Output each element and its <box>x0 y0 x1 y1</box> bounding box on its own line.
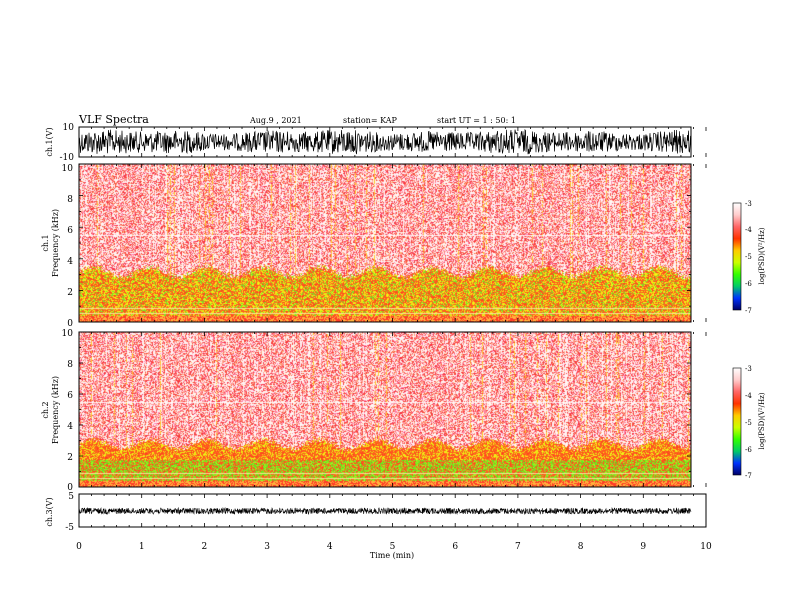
spectrogram-ch2-channel-label: ch.2 <box>41 401 50 418</box>
figure-title: VLF Spectra <box>78 113 149 126</box>
waveform-ch3-ylabel: ch.3(V) <box>45 497 54 526</box>
waveform-ch3-panel: 5 -5 ch.3(V) <box>45 492 707 533</box>
axis-tick-marks <box>78 127 707 527</box>
colorbar-ch2-tick-m6: -6 <box>745 446 752 454</box>
spectrogram-ch2-panel: 10 8 6 4 2 0 ch.2 Frequency (kHz) <box>41 329 692 493</box>
colorbar-ch1-tick-m7: -7 <box>745 307 752 315</box>
header-date: Aug.9 , 2021 <box>249 116 302 125</box>
x-tick-1: 1 <box>139 542 145 552</box>
colorbar-ch1-gradient <box>732 202 742 311</box>
spectrogram-ch2-ytick-10: 10 <box>62 329 74 339</box>
waveform-ch1-panel: 10 -10 ch.1(V) <box>45 123 692 163</box>
waveform-ch1-ylabel: ch.1(V) <box>45 127 54 156</box>
colorbar-ch2-tick-m5: -5 <box>745 419 752 427</box>
colorbar-ch2-gradient <box>732 367 742 476</box>
spectrogram-ch2-image <box>79 332 691 487</box>
header-station: station= KAP <box>343 116 398 125</box>
x-tick-5: 5 <box>390 542 396 552</box>
spectrogram-ch2-ytick-6: 6 <box>67 391 73 401</box>
waveform-ch3-ytick-bottom: -5 <box>65 523 74 533</box>
colorbar-ch2-tick-m4: -4 <box>745 392 752 400</box>
waveform-ch1-ytick-bottom: -10 <box>60 153 75 163</box>
spectrogram-ch2-ylabel: Frequency (kHz) <box>51 376 60 444</box>
spectrogram-ch1-ylabel: Frequency (kHz) <box>51 209 60 277</box>
spectrogram-ch1-panel: 10 8 6 4 2 0 ch.1 Frequency (kHz) <box>41 163 692 329</box>
colorbar-ch1-label: log(PSD)(V²/Hz) <box>758 227 766 284</box>
colorbar-ch2-label: log(PSD)(V²/Hz) <box>758 392 766 449</box>
spectrogram-ch1-ytick-2: 2 <box>67 288 73 298</box>
waveform-ch1-ytick-top: 10 <box>63 123 75 133</box>
colorbar-ch2-tick-m7: -7 <box>745 472 752 480</box>
x-tick-7: 7 <box>515 542 521 552</box>
colorbar-ch1-tick-m3: -3 <box>745 200 752 208</box>
x-axis-label: Time (min) <box>370 551 414 560</box>
header-start-time: start UT = 1 : 50: 1 <box>437 116 516 125</box>
spectrogram-ch2-yticks: 10 8 6 4 2 0 <box>62 329 74 493</box>
spectrogram-ch2-ytick-0: 0 <box>67 483 73 493</box>
spectrogram-ch1-ytick-4: 4 <box>67 257 73 267</box>
waveform-ch1-frame <box>78 126 692 158</box>
x-tick-0: 0 <box>76 542 82 552</box>
spectrogram-ch1-image <box>79 164 691 322</box>
colorbar-ch1-tick-m5: -5 <box>745 253 752 261</box>
spectrogram-ch1-yticks: 10 8 6 4 2 0 <box>62 164 74 329</box>
spectrogram-ch2-ytick-8: 8 <box>67 360 73 370</box>
colorbar-ch2-tick-m3: -3 <box>745 365 752 373</box>
x-tick-9: 9 <box>640 542 646 552</box>
waveform-ch3-trace <box>78 506 692 516</box>
spectrogram-ch2-ytick-4: 4 <box>67 422 73 432</box>
x-tick-8: 8 <box>578 542 584 552</box>
colorbar-ch1-tick-m4: -4 <box>745 226 752 234</box>
x-tick-3: 3 <box>264 542 270 552</box>
waveform-ch3-ytick-top: 5 <box>68 492 74 502</box>
colorbar-ch1-tick-m6: -6 <box>745 280 752 288</box>
spectrogram-ch1-ytick-0: 0 <box>67 319 73 329</box>
spectrogram-ch1-ytick-10: 10 <box>62 164 74 174</box>
x-axis-tick-labels: 0 1 2 3 4 5 6 7 8 9 10 <box>76 542 712 552</box>
colorbar-ch1: -3 -4 -5 -6 -7 log(PSD)(V²/Hz) <box>732 200 766 315</box>
waveform-ch1-trace <box>78 128 692 155</box>
x-tick-6: 6 <box>452 542 458 552</box>
x-tick-4: 4 <box>327 542 333 552</box>
x-tick-10: 10 <box>700 542 712 552</box>
spectrogram-ch1-ytick-6: 6 <box>67 226 73 236</box>
spectrogram-ch1-ytick-8: 8 <box>67 195 73 205</box>
spectrogram-ch1-channel-label: ch.1 <box>41 234 50 251</box>
spectrogram-ch2-ytick-2: 2 <box>67 453 73 463</box>
colorbar-ch2: -3 -4 -5 -6 -7 log(PSD)(V²/Hz) <box>732 365 766 480</box>
x-tick-2: 2 <box>202 542 208 552</box>
